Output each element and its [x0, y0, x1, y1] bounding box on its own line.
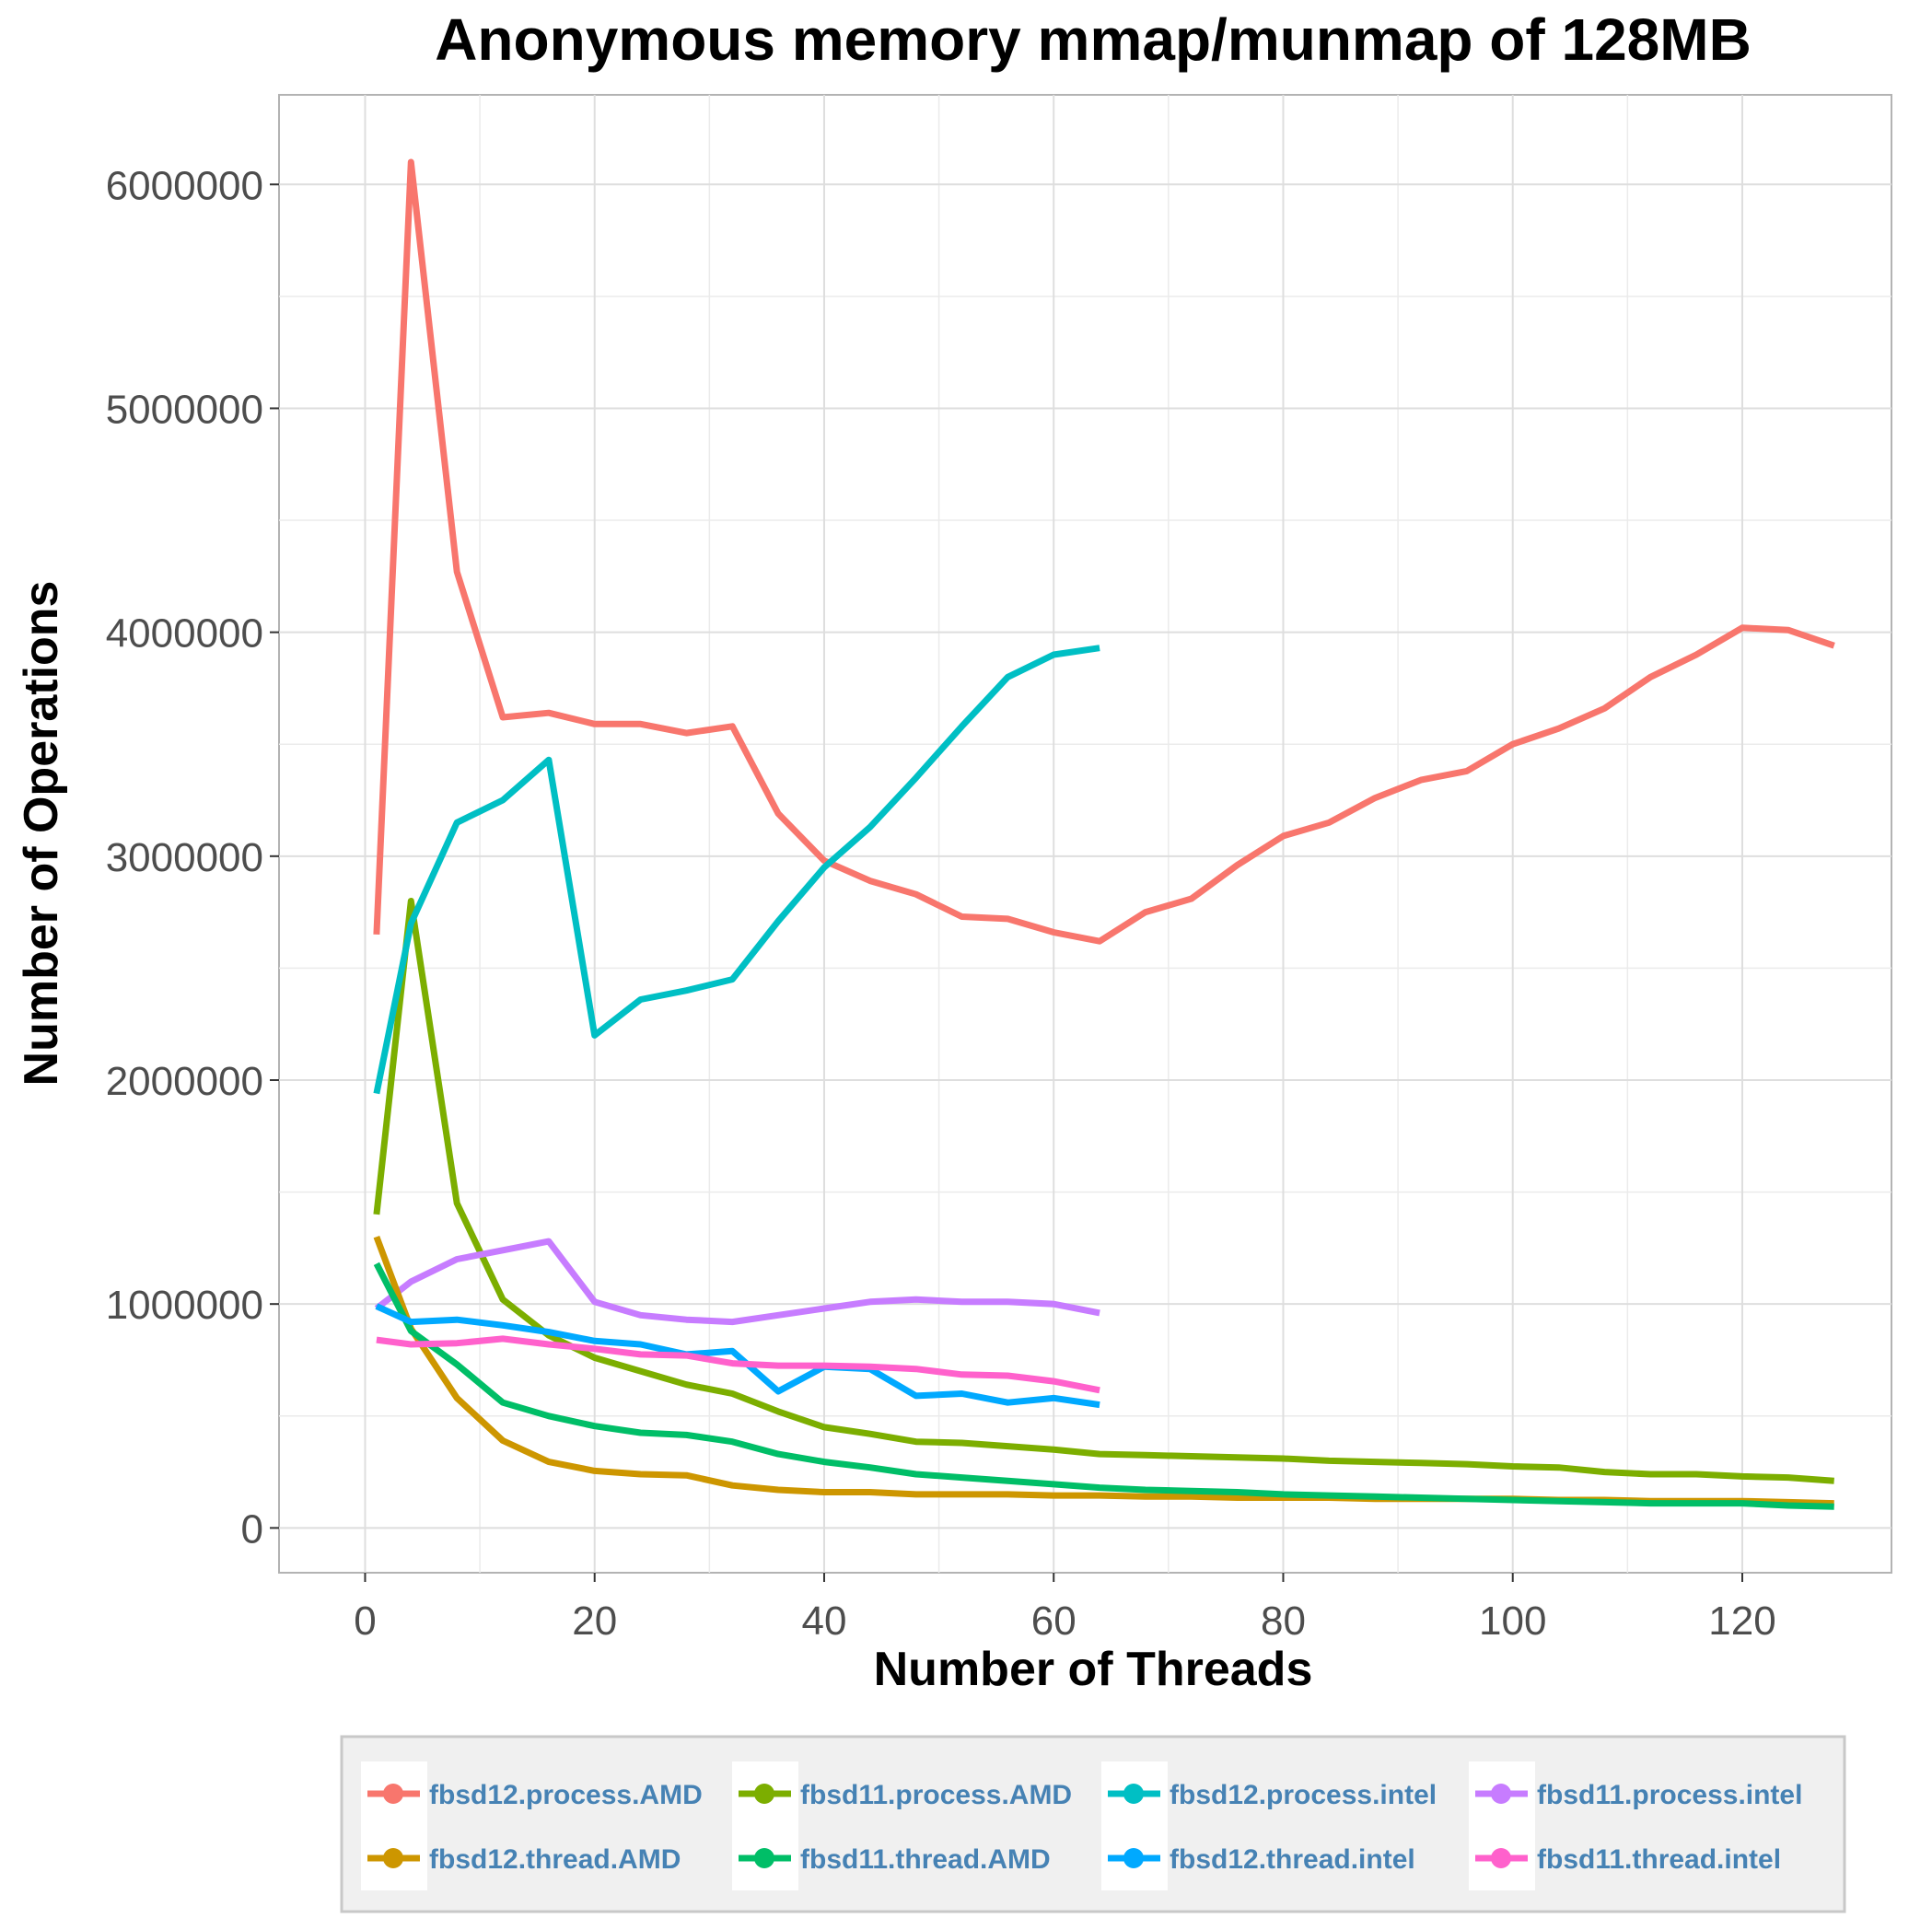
x-tick-label: 100 [1479, 1599, 1546, 1644]
legend-key-point [383, 1848, 403, 1868]
legend-box [340, 1735, 1846, 1913]
x-axis-title: Number of Threads [874, 1643, 1313, 1696]
legend-label: fbsd11.process.AMD [800, 1780, 1072, 1810]
legend-key-point [1123, 1848, 1144, 1868]
legend-entries: fbsd12.process.AMD fbsd11.process.AMD fbsd… [361, 1761, 1802, 1890]
y-tick-label: 0 [241, 1506, 263, 1552]
y-tick-label: 5000000 [106, 387, 263, 432]
series-line-fbsd11-process-AMD [373, 898, 1834, 1484]
series-line-fbsd12-thread-intel [375, 1303, 1100, 1409]
series-line-fbsd11-process-intel [374, 1238, 1100, 1326]
series-line-fbsd11-thread-AMD [373, 1261, 1834, 1510]
y-tick-label: 6000000 [106, 163, 263, 208]
legend-label: fbsd12.thread.intel [1170, 1844, 1415, 1875]
y-tick-label: 2000000 [106, 1059, 263, 1104]
x-tick-label: 20 [572, 1599, 617, 1644]
plot-panel [278, 94, 1892, 1574]
grid [279, 95, 1891, 1573]
series-line-fbsd12-process-AMD [373, 158, 1835, 945]
x-tick-label: 40 [801, 1599, 846, 1644]
y-axis-title: Number of Operations [15, 581, 68, 1087]
series-line-fbsd11-thread-intel [376, 1335, 1100, 1394]
series-lines [373, 158, 1835, 1510]
y-tick-label: 3000000 [106, 835, 263, 880]
legend-key-point [754, 1848, 774, 1868]
series-line-fbsd12-process-intel [373, 645, 1100, 1095]
legend-key-point [754, 1784, 774, 1804]
legend-label: fbsd12.process.intel [1170, 1780, 1437, 1810]
legend-key-point [383, 1784, 403, 1804]
legend-label: fbsd11.process.intel [1537, 1780, 1802, 1810]
legend-label: fbsd12.process.AMD [429, 1780, 703, 1810]
legend-label: fbsd11.thread.AMD [800, 1844, 1051, 1875]
legend-label: fbsd11.thread.intel [1537, 1844, 1781, 1875]
y-tick-label: 4000000 [106, 611, 263, 657]
x-tick-label: 120 [1708, 1599, 1775, 1644]
legend-key-point [1491, 1784, 1511, 1804]
chart-title: Anonymous memory mmap/munmap of 128MB [435, 6, 1752, 73]
legend: fbsd12.process.AMD fbsd11.process.AMD fbsd… [340, 1735, 1846, 1913]
axis-ticks: 0 20 40 60 80 100 120 0 1000000 2000000 3000000 400… [106, 163, 1776, 1644]
x-tick-label: 0 [354, 1599, 376, 1644]
x-tick-label: 60 [1031, 1599, 1077, 1644]
legend-key-point [1491, 1848, 1511, 1868]
x-tick-label: 80 [1261, 1599, 1306, 1644]
legend-key-point [1123, 1784, 1144, 1804]
y-tick-label: 1000000 [106, 1283, 263, 1328]
legend-label: fbsd12.thread.AMD [429, 1844, 681, 1875]
